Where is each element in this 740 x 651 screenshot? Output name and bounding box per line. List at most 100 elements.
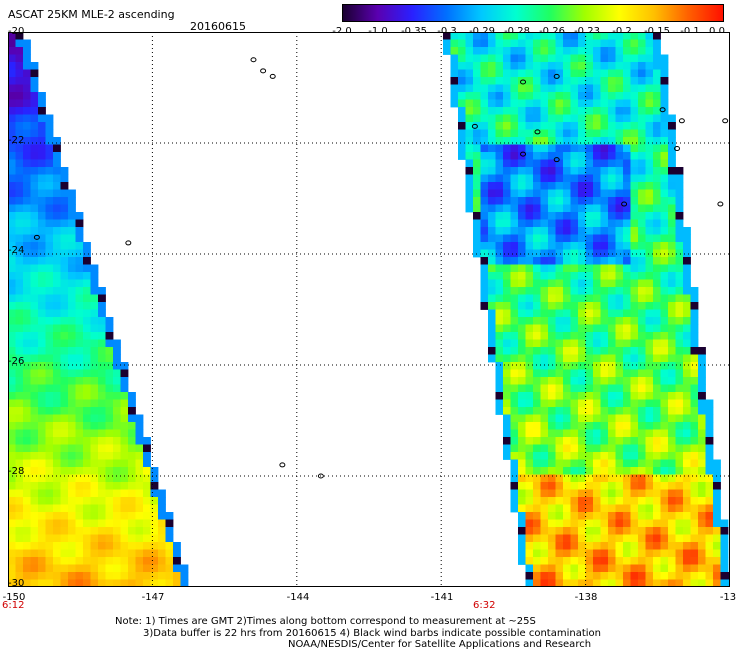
data-cell xyxy=(638,99,646,108)
data-cell xyxy=(488,302,496,310)
data-cell xyxy=(120,534,129,543)
data-cell xyxy=(593,99,601,108)
data-cell xyxy=(548,287,556,295)
data-cell xyxy=(143,459,151,468)
data-cell xyxy=(645,39,654,48)
data-cell xyxy=(525,564,534,573)
data-cell xyxy=(660,234,669,243)
data-cell xyxy=(615,332,624,340)
data-cell xyxy=(75,452,84,460)
data-cell xyxy=(713,542,721,550)
data-cell xyxy=(30,69,39,78)
data-cell xyxy=(533,219,541,228)
data-cell xyxy=(615,519,624,528)
data-cell xyxy=(518,257,526,265)
data-cell xyxy=(653,122,661,130)
data-cell xyxy=(518,227,526,235)
data-cell xyxy=(548,99,556,108)
data-cell xyxy=(75,444,84,453)
data-cell xyxy=(495,369,504,378)
data-cell xyxy=(465,129,474,138)
colorbar-label: -0.2 xyxy=(612,26,632,37)
data-cell xyxy=(23,129,31,138)
data-cell xyxy=(660,189,669,198)
data-cell xyxy=(653,152,661,160)
data-cell xyxy=(645,332,654,340)
data-cell xyxy=(75,309,84,318)
data-cell xyxy=(668,264,676,273)
data-cell xyxy=(683,572,691,580)
data-cell xyxy=(75,257,84,265)
data-cell xyxy=(525,32,534,40)
data-cell xyxy=(510,437,519,445)
data-cell xyxy=(15,414,24,423)
data-cell xyxy=(608,227,616,235)
data-cell xyxy=(518,317,526,325)
data-cell xyxy=(578,377,586,385)
data-cell xyxy=(668,407,676,415)
data-cell xyxy=(615,512,624,520)
data-cell xyxy=(495,354,504,363)
data-cell xyxy=(630,152,639,160)
data-cell xyxy=(660,324,669,333)
data-cell xyxy=(60,542,69,550)
data-cell xyxy=(68,272,76,280)
data-cell xyxy=(540,332,549,340)
data-cell xyxy=(8,174,16,183)
data-cell xyxy=(555,474,564,483)
data-cell xyxy=(593,497,601,505)
data-cell xyxy=(585,99,594,108)
data-cell xyxy=(120,362,129,370)
data-cell xyxy=(518,294,526,303)
data-cell xyxy=(578,467,586,475)
data-cell xyxy=(660,467,669,475)
data-cell xyxy=(615,204,624,213)
data-cell xyxy=(638,557,646,565)
data-cell xyxy=(128,467,136,475)
data-cell xyxy=(630,474,639,483)
island-outline xyxy=(317,473,324,479)
data-cell xyxy=(713,557,721,565)
data-cell xyxy=(585,467,594,475)
data-cell xyxy=(68,504,76,513)
data-cell xyxy=(548,32,556,40)
data-cell xyxy=(660,444,669,453)
data-cell xyxy=(165,512,174,520)
data-cell xyxy=(75,512,84,520)
data-cell xyxy=(615,114,624,123)
data-cell xyxy=(8,152,16,160)
data-cell xyxy=(495,399,504,408)
data-cell xyxy=(608,99,616,108)
x-tick-label: -141 xyxy=(430,592,454,603)
data-cell xyxy=(690,534,699,543)
data-cell xyxy=(38,362,46,370)
data-cell xyxy=(660,62,669,70)
data-cell xyxy=(495,137,504,145)
data-cell xyxy=(38,309,46,318)
data-cell xyxy=(525,47,534,55)
data-cell xyxy=(585,384,594,393)
data-cell xyxy=(563,287,571,295)
data-cell xyxy=(638,62,646,70)
data-cell xyxy=(15,377,24,385)
data-cell xyxy=(570,99,579,108)
data-cell xyxy=(495,309,504,318)
data-cell xyxy=(533,384,541,393)
data-cell xyxy=(638,519,646,528)
data-cell xyxy=(555,279,564,288)
data-cell xyxy=(623,279,631,288)
data-cell xyxy=(705,474,714,483)
data-cell xyxy=(38,377,46,385)
data-cell xyxy=(120,437,129,445)
data-cell xyxy=(683,294,691,303)
data-cell xyxy=(15,497,24,505)
data-cell xyxy=(30,354,39,363)
data-cell xyxy=(83,294,91,303)
data-cell xyxy=(518,549,526,558)
data-cell xyxy=(135,437,144,445)
data-cell xyxy=(128,422,136,430)
data-cell xyxy=(15,392,24,400)
data-cell xyxy=(38,242,46,250)
data-cell xyxy=(540,279,549,288)
data-cell xyxy=(525,302,534,310)
